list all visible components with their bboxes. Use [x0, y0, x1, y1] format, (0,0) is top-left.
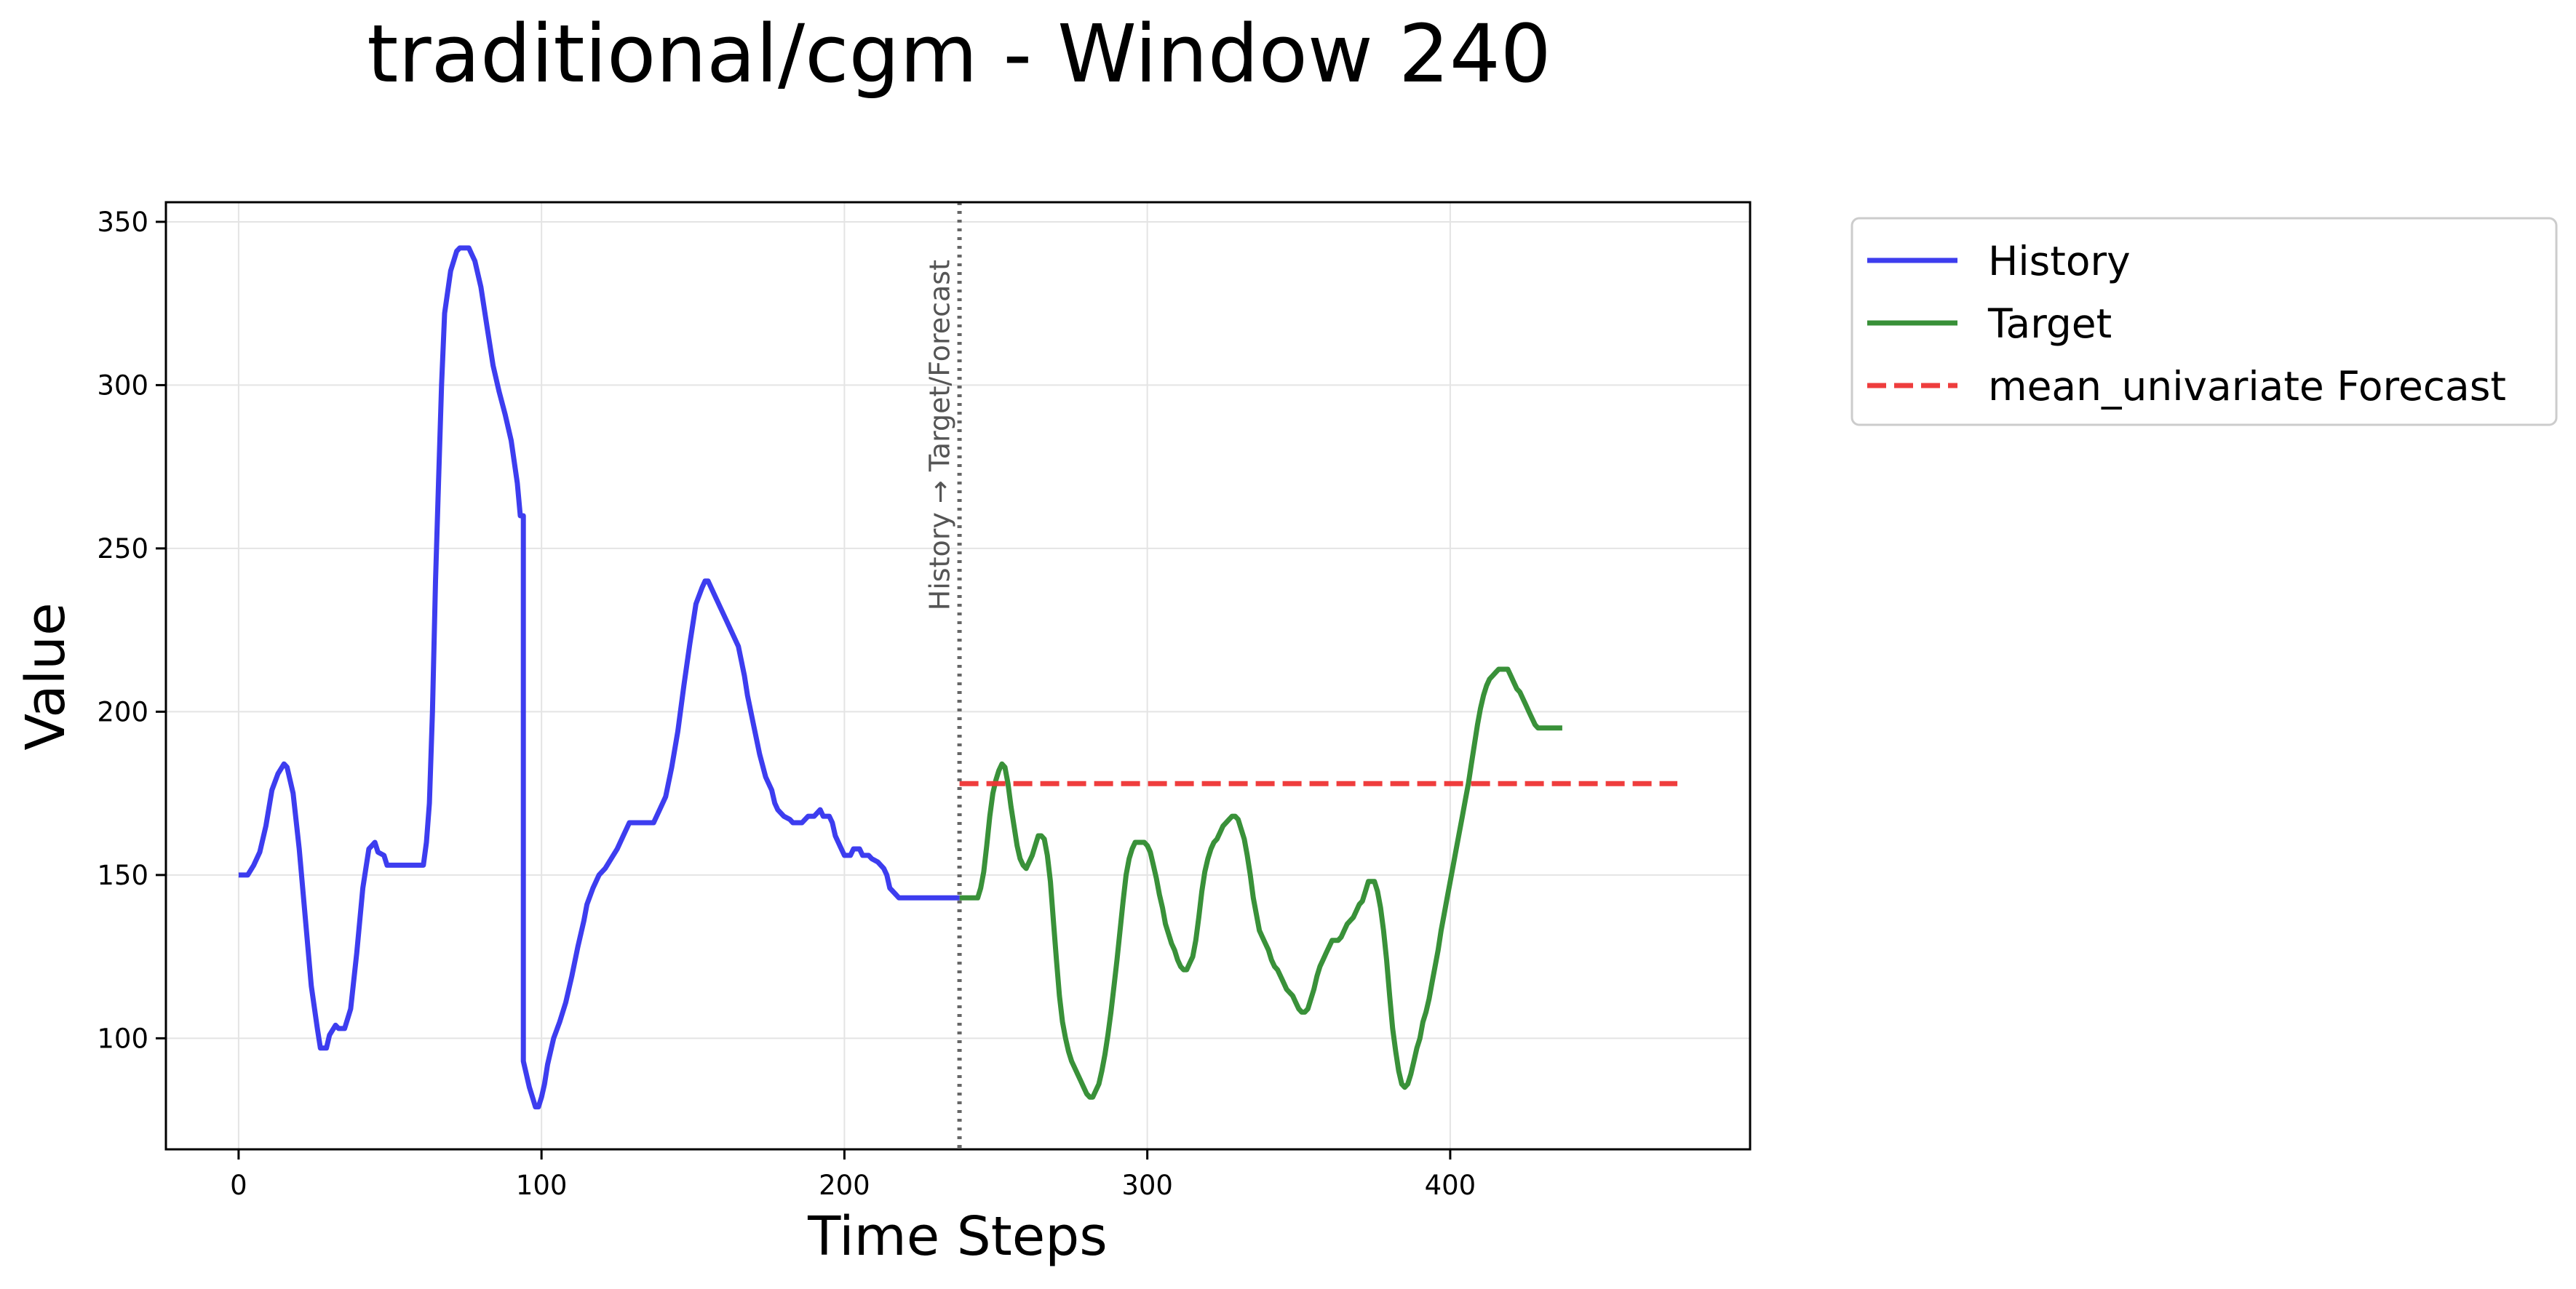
x-tick-label: 100: [516, 1170, 568, 1201]
divider-label: History → Target/Forecast: [924, 260, 956, 610]
y-axis-label: Value: [15, 602, 77, 750]
legend-label-target: Target: [1987, 300, 2112, 347]
series-line-target: [959, 666, 1562, 1100]
y-tick-label: 350: [97, 207, 148, 238]
divider-layer: History → Target/Forecast: [924, 202, 962, 1149]
y-tick-label: 150: [97, 860, 148, 891]
x-tick-label: 400: [1425, 1170, 1476, 1201]
ticks: 0 100 200 300 400 100 150 200 250 300 350: [97, 207, 1476, 1201]
x-tick-label: 300: [1121, 1170, 1173, 1201]
x-axis-label: Time Steps: [807, 1205, 1108, 1268]
x-tick-label: 200: [819, 1170, 870, 1201]
y-tick-label: 200: [97, 696, 148, 727]
legend-frame: [1850, 217, 2558, 426]
legend-label-forecast: mean_univariate Forecast: [1988, 363, 2506, 410]
series-line-history: [238, 245, 960, 1110]
legend-label-history: History: [1988, 238, 2131, 284]
y-tick-label: 250: [97, 533, 148, 564]
chart-title: traditional/cgm - Window 240: [367, 7, 1551, 100]
x-tick-label: 0: [230, 1170, 247, 1201]
y-tick-label: 300: [97, 370, 148, 401]
legend: History Target mean_univariate Forecast: [1850, 217, 2558, 426]
y-tick-label: 100: [97, 1023, 148, 1054]
plot-frame: [164, 201, 1752, 1151]
series-layer: [238, 245, 1678, 1110]
